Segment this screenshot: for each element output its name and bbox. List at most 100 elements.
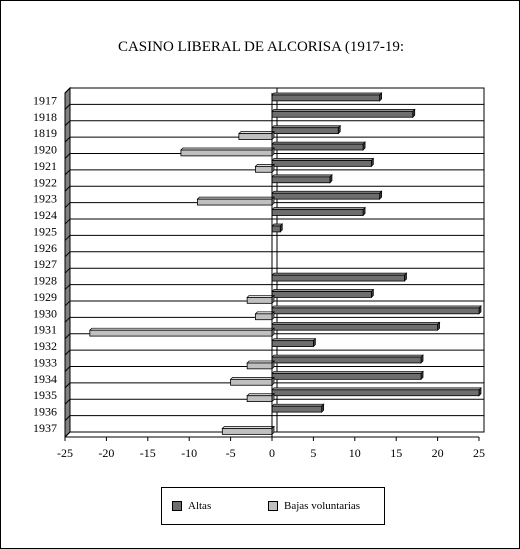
gridline-stub: [64, 104, 71, 110]
category-label: 1927: [33, 257, 57, 271]
gridline-stub: [64, 218, 71, 225]
bar-face: [271, 160, 372, 167]
x-tick-label: 25: [473, 446, 485, 460]
gridline-stub: [64, 333, 71, 340]
x-tick-label: -10: [181, 446, 197, 460]
bar-face: [271, 274, 405, 282]
gridline-stub: [64, 316, 71, 323]
bar-face: [255, 165, 273, 173]
bar-altas-1931: [271, 321, 441, 332]
x-tick-label: 0: [269, 446, 275, 460]
gridline-stub: [64, 284, 71, 290]
bar-face: [271, 143, 364, 151]
bar-altas-1932: [271, 337, 317, 348]
category-label: 1920: [33, 143, 57, 157]
gridline-stub: [64, 366, 71, 372]
bar-bajas-1819: [238, 130, 275, 141]
bar-altas-1918: [271, 108, 416, 119]
chart-title: CASINO LIBERAL DE ALCORISA (1917-19:: [117, 39, 405, 55]
bar-face: [180, 149, 273, 157]
category-label: 1931: [33, 323, 57, 337]
bar-altas-1928: [271, 272, 408, 282]
plot-side-wall: [64, 86, 71, 439]
bar-bajas-1920: [180, 147, 275, 157]
category-label: 1921: [33, 159, 57, 173]
bar-face: [271, 307, 480, 315]
x-tick-label: -15: [140, 446, 156, 460]
bar-altas-1933: [271, 354, 424, 364]
gridline-stub: [64, 300, 71, 307]
category-label: 1936: [33, 405, 57, 419]
bar-face: [271, 340, 314, 347]
bar-face: [246, 362, 273, 370]
plot-background: [64, 86, 485, 439]
category-label: 1929: [33, 290, 57, 304]
bar-bajas-1935: [246, 392, 275, 403]
bar-face: [271, 110, 414, 118]
x-tick-label: 10: [349, 446, 361, 460]
x-tick-label: 5: [310, 446, 316, 460]
bar-altas-1935: [271, 386, 482, 397]
bar-altas-1923: [271, 190, 383, 200]
x-tick-label: 15: [390, 446, 402, 460]
gridline-stub: [64, 153, 71, 159]
gridline-stub: [64, 398, 71, 405]
bar-altas-1934: [271, 370, 424, 381]
gridline-stub: [64, 185, 71, 192]
bar-chart-plot: 1917 1918 1819 1920 1921 1922 1923 1924 1925 1926…: [33, 86, 485, 460]
bar-bajas-1923: [196, 196, 275, 206]
category-label: 1819: [33, 126, 57, 140]
category-label: 1918: [33, 110, 57, 124]
category-label: 1932: [33, 339, 57, 353]
bar-altas-1920: [271, 141, 366, 151]
gridline-stub: [64, 87, 71, 94]
axes-group: [64, 93, 480, 441]
category-label: 1935: [33, 388, 57, 402]
gridline-stub: [64, 202, 71, 209]
bar-altas-1936: [271, 403, 325, 413]
category-label: 1923: [33, 192, 57, 206]
category-label: 1922: [33, 175, 57, 189]
gridline-stub: [64, 235, 71, 241]
bar-face: [271, 405, 323, 413]
bar-face: [197, 198, 273, 206]
gridline-stub: [64, 382, 71, 389]
bar-face: [271, 176, 331, 184]
bar-face: [271, 94, 381, 102]
bar-altas-1930: [271, 305, 482, 315]
bar-altas-1819: [271, 124, 342, 135]
category-label: 1925: [33, 224, 57, 238]
labels-group: 1917 1918 1819 1920 1921 1922 1923 1924 1925 1926…: [33, 93, 485, 460]
x-tick-label: -5: [226, 446, 236, 460]
bar-face: [246, 395, 273, 403]
gridline-stub: [64, 415, 71, 421]
bar-face: [230, 378, 273, 386]
category-label: 1933: [33, 355, 57, 369]
gridline-stub: [64, 431, 71, 438]
bar-bajas-1934: [229, 376, 275, 387]
category-label: 1937: [33, 421, 57, 435]
bar-altas-1924: [271, 206, 366, 217]
category-label: 1917: [33, 93, 57, 107]
bar-face: [271, 291, 372, 298]
bar-face: [271, 225, 281, 233]
bar-face: [271, 356, 422, 364]
gridline-stub: [64, 251, 71, 258]
gridline-stub: [64, 136, 71, 143]
category-label: 1930: [33, 306, 57, 320]
legend-swatch-altas: [172, 501, 182, 511]
bar-face: [89, 329, 273, 337]
legend: Altas Bajas voluntarias: [161, 487, 385, 525]
bar-face: [246, 297, 273, 304]
gridline-stub: [64, 169, 71, 176]
bar-face: [221, 428, 273, 435]
bar-face: [255, 313, 273, 321]
category-label: 1928: [33, 274, 57, 288]
bar-face: [271, 127, 339, 135]
gridline-stub: [64, 120, 71, 127]
bar-altas-1921: [271, 157, 375, 168]
category-label: 1924: [33, 208, 57, 222]
bar-face: [271, 209, 364, 216]
category-label: 1926: [33, 241, 57, 255]
